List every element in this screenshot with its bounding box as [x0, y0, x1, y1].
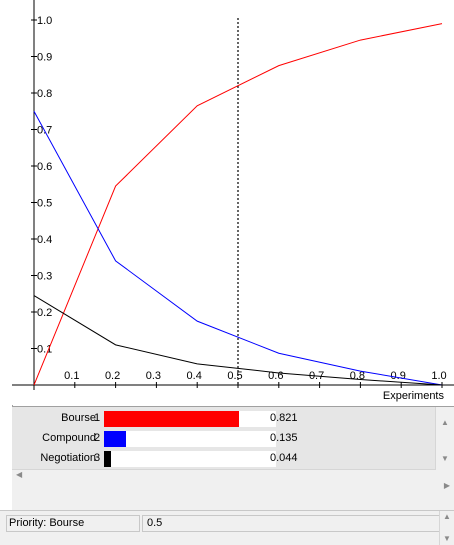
x-tick-label: 0.5 [227, 370, 242, 382]
y-tick-label: 1.0 [37, 15, 52, 27]
alternative-row-bourse[interactable]: Bourse 1 0.821 [12, 409, 436, 429]
priority-value: 0.135 [270, 432, 298, 444]
alternative-row-negotiation[interactable]: Negotiation 3 0.044 [12, 449, 436, 469]
series-line-1 [33, 111, 443, 386]
alternatives-vertical-scrollbar[interactable]: ▲ ▼ [435, 407, 454, 469]
priority-bar-track [104, 451, 276, 467]
y-tick-label: 0.3 [37, 271, 52, 283]
scroll-up-arrow-icon[interactable]: ▲ [441, 418, 449, 427]
y-tick-label: 0.1 [37, 344, 52, 356]
y-tick-label: 0.9 [37, 52, 52, 64]
x-tick-label: 0.9 [391, 370, 406, 382]
x-tick-label: 0.4 [187, 370, 202, 382]
series-line-2 [33, 295, 443, 386]
scroll-down-arrow-icon[interactable]: ▼ [443, 534, 451, 543]
x-tick-label: 0.3 [146, 370, 161, 382]
status-bar: Priority: Bourse 0.5 ▲ ▼ [0, 510, 454, 545]
priority-bar [104, 411, 239, 427]
priority-bar [104, 451, 112, 467]
priority-value-field[interactable]: 0.5 [142, 515, 442, 532]
scroll-up-arrow-icon[interactable]: ▲ [443, 512, 451, 521]
x-tick-label: 0.2 [105, 370, 120, 382]
priority-bar [104, 431, 127, 447]
chart-axes [12, 0, 454, 390]
alternatives-horizontal-scrollbar[interactable]: ◀ [12, 469, 436, 481]
alternative-rank: 1 [94, 412, 101, 424]
alternative-row-compound[interactable]: Compound 2 0.135 [12, 429, 436, 449]
alternative-name: Compound [42, 432, 96, 444]
chart-ticks: 0.10.20.30.40.50.60.70.80.91.00.1 0.2 0.3 0… [31, 15, 447, 388]
priority-value: 0.821 [270, 412, 298, 424]
chart-series [33, 23, 443, 386]
x-axis-title: Experiments [383, 390, 445, 402]
sensitivity-chart[interactable]: 0.10.20.30.40.50.60.70.80.91.00.1 0.2 0.3 0… [12, 0, 454, 405]
scroll-left-arrow-icon[interactable]: ◀ [16, 470, 23, 479]
spacer-panel: ▶ [12, 480, 454, 510]
priority-bar-track [104, 431, 276, 447]
scroll-down-arrow-icon[interactable]: ▼ [441, 454, 449, 463]
priority-value: 0.044 [270, 452, 298, 464]
status-vertical-scrollbar[interactable]: ▲ ▼ [439, 511, 454, 545]
alternative-rank: 3 [94, 452, 101, 464]
x-tick-label: 1.0 [431, 370, 446, 382]
y-tick-label: 0.2 [37, 307, 52, 319]
y-tick-label: 0.8 [37, 88, 52, 100]
scroll-right-arrow-icon[interactable]: ▶ [443, 481, 450, 490]
y-tick-label: 0.4 [37, 234, 52, 246]
alternative-name: Negotiation [40, 452, 96, 464]
alternative-rank: 2 [94, 432, 101, 444]
priority-label: Priority: Bourse [6, 515, 140, 532]
sensitivity-chart-panel[interactable]: 0.1 0.2 0.3 0.4 0.5 0.6 0.7 0.8 0.9 1.0 0.1 0.2 0.3 0… [12, 0, 454, 405]
alternative-name: Bourse [61, 412, 96, 424]
series-line-0 [33, 23, 443, 386]
y-tick-label: 0.6 [37, 161, 52, 173]
y-tick-label: 0.5 [37, 198, 52, 210]
alternatives-list: Bourse 1 0.821 Compound 2 0.135 Negotiat… [12, 407, 436, 469]
x-tick-label: 0.1 [64, 370, 79, 382]
alternatives-panel: Bourse 1 0.821 Compound 2 0.135 Negotiat… [12, 406, 454, 481]
priority-bar-track [104, 411, 276, 427]
